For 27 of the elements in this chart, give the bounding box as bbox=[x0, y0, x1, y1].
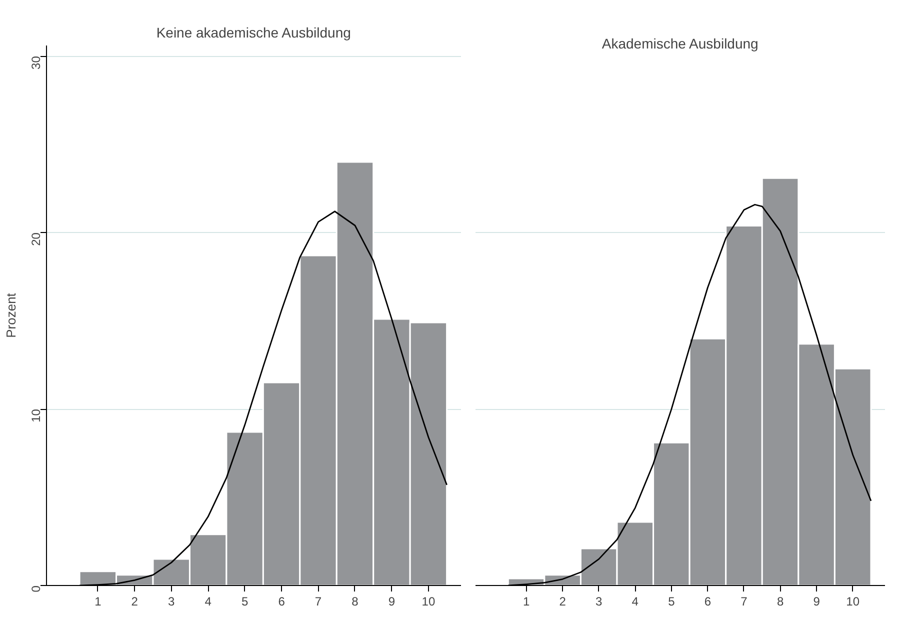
x-tick-label: 9 bbox=[388, 594, 396, 608]
chart-title: Akademische Ausbildung bbox=[602, 36, 758, 52]
y-tick-label: 0 bbox=[29, 585, 43, 592]
x-tick-label: 6 bbox=[278, 594, 286, 608]
x-tick-label: 8 bbox=[776, 594, 784, 608]
x-tick-label: 4 bbox=[632, 594, 639, 608]
x-tick-label: 7 bbox=[740, 594, 748, 608]
x-tick-label: 3 bbox=[168, 594, 176, 608]
x-tick-label: 10 bbox=[422, 594, 436, 608]
y-axis-title: Prozent bbox=[4, 292, 18, 338]
x-tick-label: 4 bbox=[204, 594, 212, 608]
x-tick-label: 2 bbox=[559, 594, 566, 608]
y-tick-label: 20 bbox=[29, 232, 43, 246]
y-tick-label: 10 bbox=[29, 408, 43, 422]
x-tick-label: 8 bbox=[352, 594, 359, 608]
chart-title: Keine akademische Ausbildung bbox=[156, 24, 351, 40]
x-tick-label: 2 bbox=[131, 594, 138, 608]
x-tick-label: 1 bbox=[94, 594, 102, 608]
x-tick-label: 3 bbox=[596, 594, 603, 608]
x-tick-label: 10 bbox=[846, 594, 860, 608]
x-tick-label: 7 bbox=[314, 594, 322, 608]
x-tick-label: 9 bbox=[813, 594, 820, 608]
x-tick-label: 1 bbox=[522, 594, 530, 608]
x-tick-label: 5 bbox=[241, 594, 248, 608]
x-tick-label: 6 bbox=[704, 594, 712, 608]
y-tick-label: 30 bbox=[29, 56, 43, 70]
x-tick-label: 5 bbox=[668, 594, 676, 608]
